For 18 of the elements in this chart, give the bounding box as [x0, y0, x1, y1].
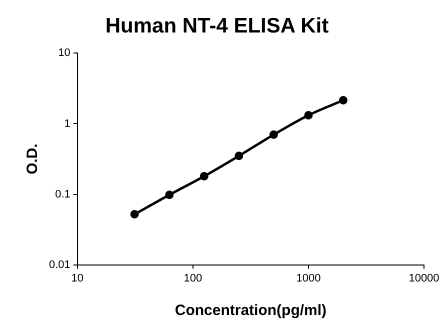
y-tick-label: 10	[58, 47, 70, 60]
y-tick-label: 0.01	[48, 258, 70, 271]
point	[130, 210, 139, 219]
x-tick-label: 10000	[408, 272, 440, 284]
point	[234, 152, 244, 160]
x-axis-title: Concentration(pg/ml)	[174, 302, 327, 320]
point	[304, 110, 313, 120]
x-tick-label: 1000	[296, 272, 321, 284]
y-axis-title: O.D.	[24, 144, 42, 174]
x-tick-label: 100	[184, 272, 202, 284]
y-tick-label: 0.1	[55, 188, 70, 200]
y-tick-label: 1	[64, 118, 70, 130]
x-tick-label: 10	[71, 272, 84, 284]
point	[200, 172, 208, 181]
point	[269, 130, 278, 139]
point	[165, 190, 174, 200]
chart-title: Human NT-4 ELISA Kit	[105, 14, 329, 38]
point	[339, 96, 348, 105]
